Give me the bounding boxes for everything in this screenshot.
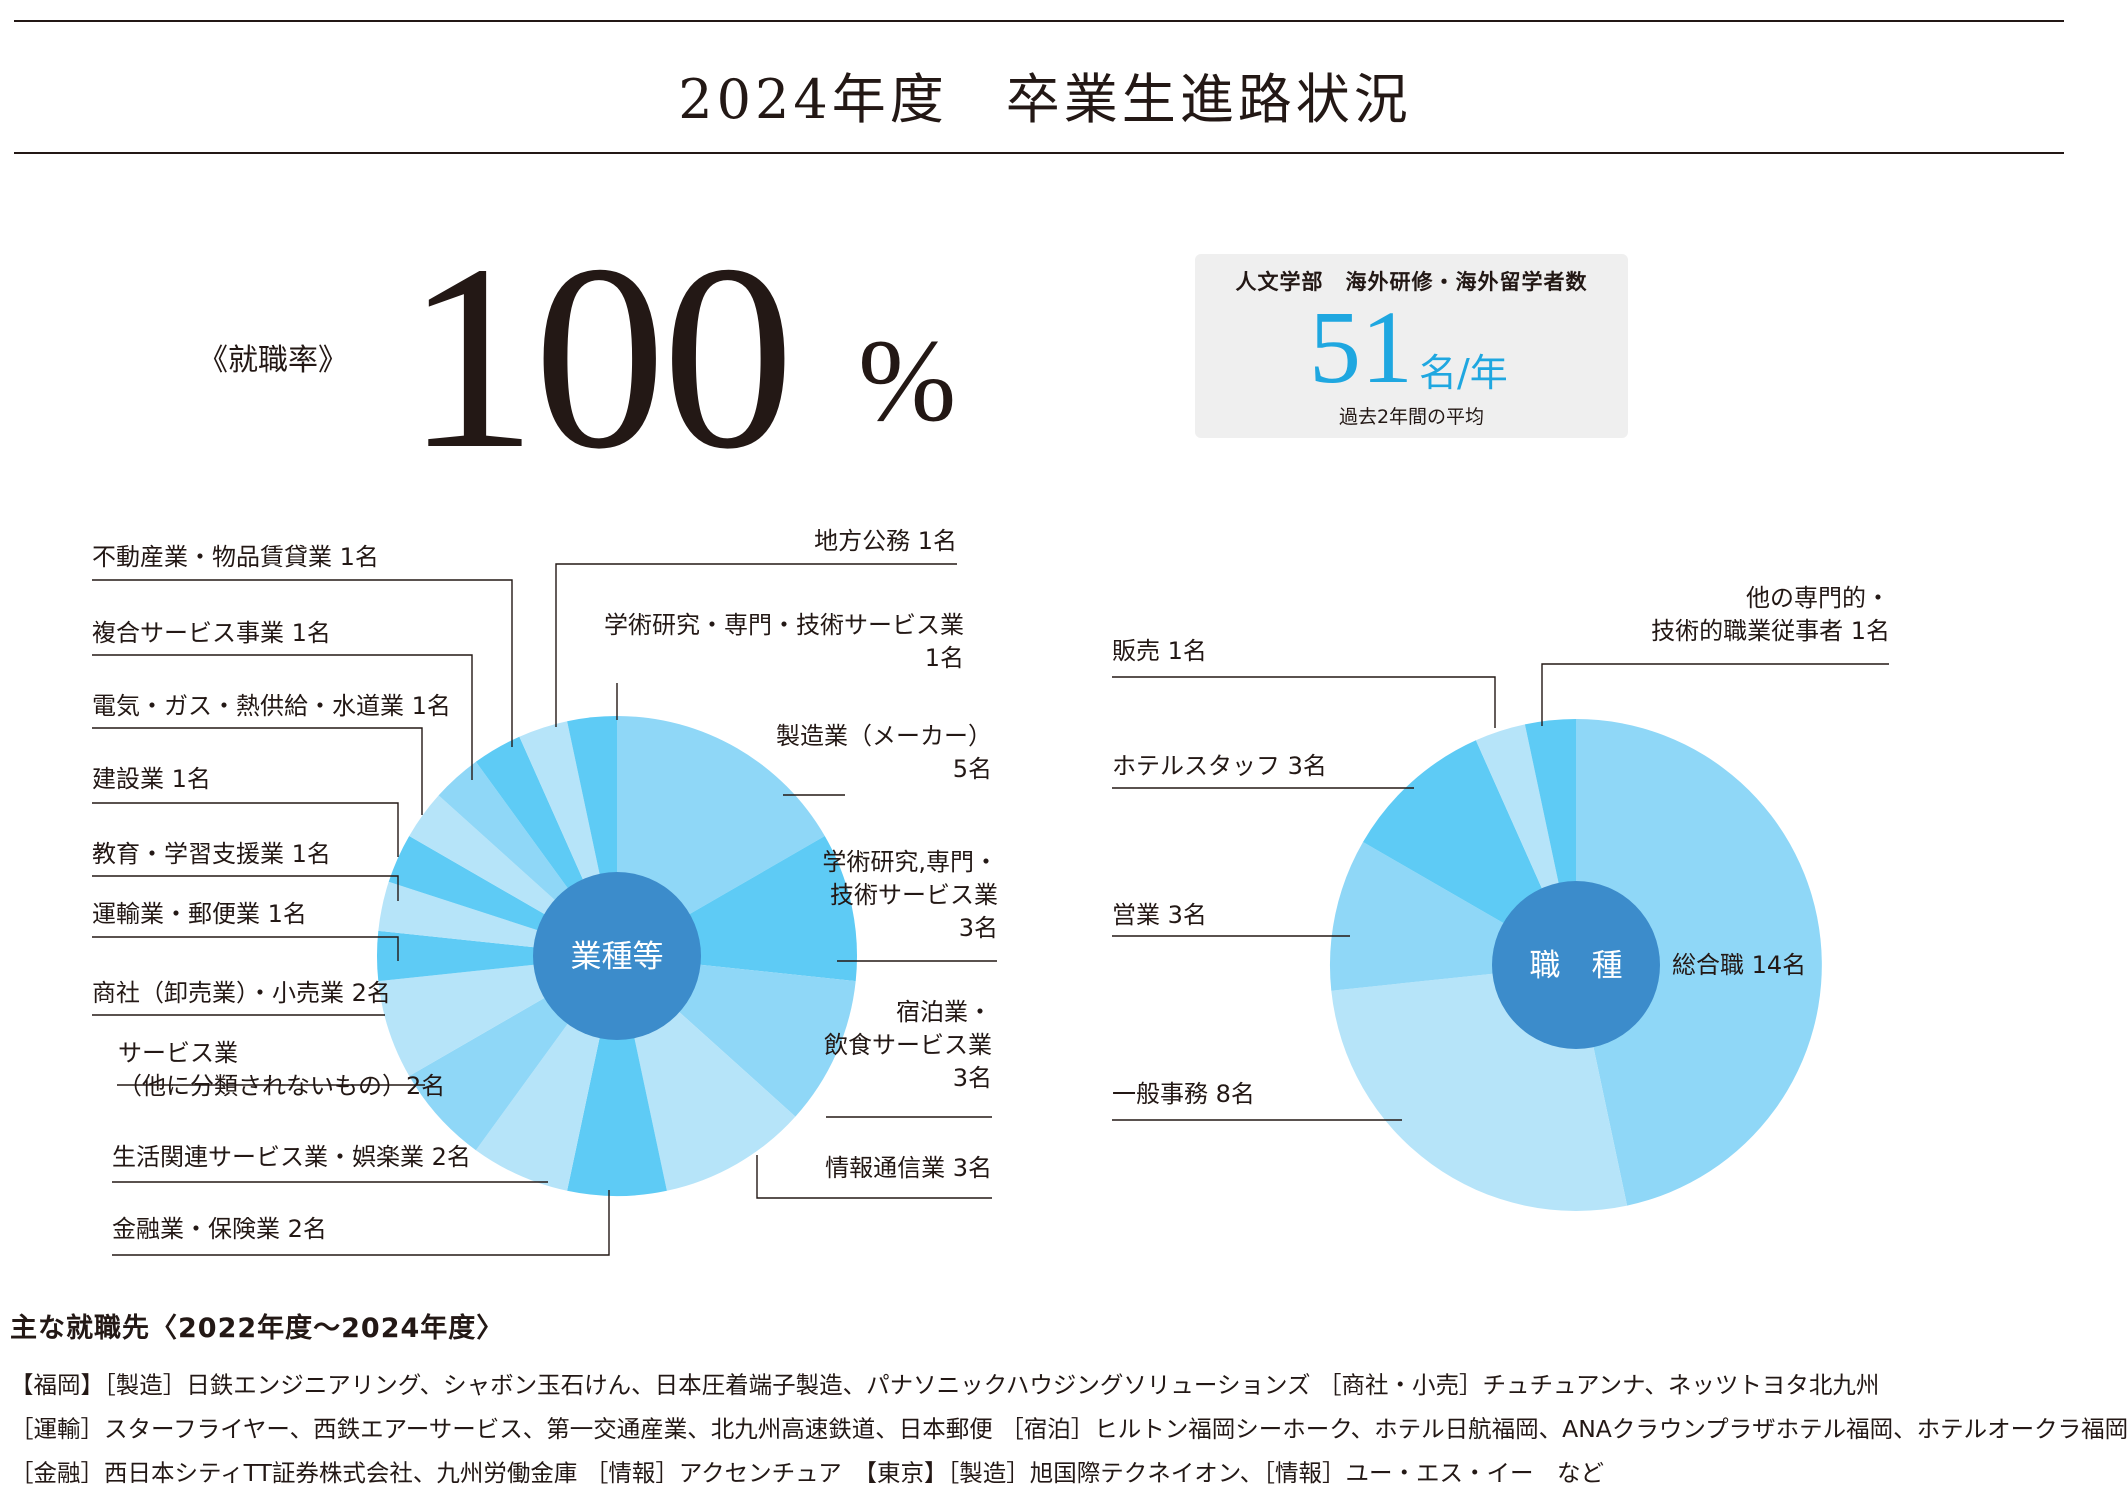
slice-label: サービス業（他に分類されないもの）2名 <box>118 1039 445 1100</box>
slice-label: 金融業・保険業 2名 <box>112 1215 327 1243</box>
pie-slice <box>567 956 667 1197</box>
slice-label: 販売 1名 <box>1112 637 1207 665</box>
slice-label: 製造業（メーカー） 5名 <box>776 722 992 783</box>
pie-center-label: 職 種 <box>1530 948 1623 984</box>
slice-label: 情報通信業 3名 <box>825 1154 992 1182</box>
employers-line: 【福岡】［製造］日鉄エンジニアリング、シャボン玉石けん、日本圧着端子製造、パナソ… <box>10 1371 1880 1399</box>
pie-center-disc <box>533 872 701 1040</box>
employment-rate-unit: % <box>858 315 957 446</box>
overseas-study-value: 51 <box>1309 290 1413 405</box>
slice-label: 一般事務 8名 <box>1112 1080 1255 1108</box>
slice-label: 運輸業・郵便業 1名 <box>92 900 307 928</box>
slice-label: 宿泊業・飲食サービス業 3名 <box>824 998 992 1092</box>
overseas-study-box: 人文学部 海外研修・海外留学者数 51 名/年 過去2年間の平均 <box>1195 254 1628 438</box>
slice-label: 学術研究・専門・技術サービス業 1名 <box>604 611 964 672</box>
leader-line <box>92 802 399 857</box>
pie-center-label: 業種等 <box>571 939 664 975</box>
overseas-study-note: 過去2年間の平均 <box>1338 406 1485 428</box>
slice-label: ホテルスタッフ 3名 <box>1112 752 1327 780</box>
title-top-rule <box>14 20 2064 22</box>
employers-line: ［金融］西日本シティTT証券株式会社、九州労働金庫 ［情報］アクセンチュア 【東… <box>10 1459 1605 1487</box>
page-title: 2024年度 卒業生進路状況 <box>678 68 1412 131</box>
slice-label: 学術研究,専門・技術サービス業 3名 <box>822 848 998 942</box>
title-bottom-rule <box>14 152 2064 154</box>
slice-label: 他の専門的・技術的職業従事者 1名 <box>1651 584 1890 645</box>
leader-line <box>92 727 423 815</box>
pie-slice <box>376 930 617 982</box>
employers-line: ［運輸］スターフライヤー、西鉄エアーサービス、第一交通産業、北九州高速鉄道、日本… <box>10 1415 2128 1443</box>
slice-label: 地方公務 1名 <box>814 527 957 555</box>
employment-rate-value: 100 <box>405 211 794 504</box>
overseas-study-title: 人文学部 海外研修・海外留学者数 <box>1235 270 1588 294</box>
leader-line <box>555 563 957 727</box>
slice-label: 総合職 14名 <box>1672 951 1806 979</box>
slice-label: 複合サービス事業 1名 <box>92 619 331 647</box>
slice-label: 不動産業・物品賃貸業 1名 <box>92 543 379 571</box>
overseas-study-unit: 名/年 <box>1419 351 1508 395</box>
slice-label: 営業 3名 <box>1112 901 1207 929</box>
leader-line <box>92 654 473 780</box>
leader-line <box>92 579 513 747</box>
slice-label: 商社（卸売業）・小売業 2名 <box>92 979 391 1007</box>
slice-label: 建設業 1名 <box>92 765 211 793</box>
pie-slice <box>1576 719 1822 1206</box>
leader-line <box>112 1190 610 1256</box>
employment-rate-label: 《就職率》 <box>198 343 348 378</box>
slice-label: 電気・ガス・熱供給・水道業 1名 <box>92 692 451 720</box>
leader-line <box>92 936 399 961</box>
leader-line <box>756 1155 992 1199</box>
slice-label: 生活関連サービス業・娯楽業 2名 <box>112 1143 471 1171</box>
employers-title: 主な就職先〈2022年度〜2024年度〉 <box>10 1313 505 1344</box>
leader-line <box>1541 663 1889 726</box>
pie-center-disc <box>1492 881 1660 1049</box>
leader-line <box>92 875 399 901</box>
slice-label: 教育・学習支援業 1名 <box>92 840 331 868</box>
leader-line <box>1112 676 1496 728</box>
